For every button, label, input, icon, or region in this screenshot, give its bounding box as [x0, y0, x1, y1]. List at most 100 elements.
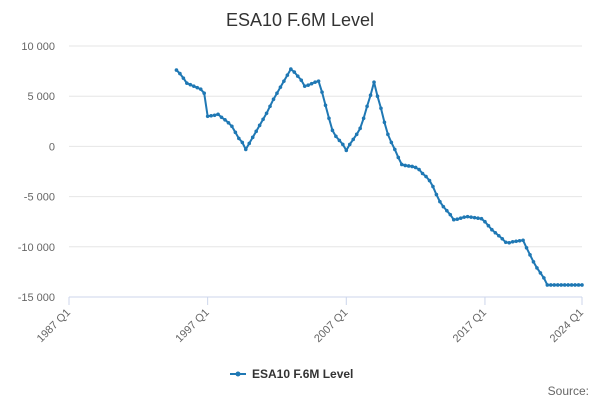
data-point: [341, 142, 345, 147]
data-point: [327, 116, 331, 121]
data-point: [316, 79, 321, 83]
data-point: [403, 163, 408, 168]
gridlines: [69, 45, 582, 248]
data-point: [292, 70, 297, 74]
data-point: [497, 233, 501, 238]
x-tick-label: 1997 Q1: [173, 307, 211, 345]
data-point: [396, 155, 401, 160]
data-point: [365, 104, 369, 109]
data-point: [549, 283, 553, 287]
y-tick-label: 0: [49, 141, 55, 153]
data-point: [268, 104, 272, 109]
data-point: [243, 147, 248, 152]
data-point: [524, 246, 529, 250]
data-point: [510, 239, 515, 244]
data-point: [528, 253, 532, 257]
data-point: [379, 106, 383, 111]
data-point: [493, 230, 498, 235]
data-point: [289, 67, 293, 71]
data-point: [302, 84, 307, 88]
data-point: [576, 283, 581, 287]
data-point: [202, 91, 206, 95]
data-point: [389, 140, 394, 145]
data-point: [503, 240, 508, 245]
data-point: [275, 91, 279, 95]
data-point: [351, 137, 356, 142]
data-point: [299, 78, 304, 82]
data-point: [486, 223, 491, 228]
data-point: [559, 283, 563, 287]
data-point: [434, 192, 439, 197]
data-point: [271, 97, 276, 102]
data-point: [174, 68, 179, 72]
data-point: [382, 120, 387, 125]
data-point: [264, 111, 269, 116]
data-point: [445, 208, 449, 213]
y-tick-label: -10 000: [18, 242, 55, 254]
data-point: [483, 219, 487, 224]
data-point: [278, 85, 283, 89]
data-point: [181, 76, 186, 80]
data-point: [191, 84, 196, 88]
data-point: [535, 266, 539, 270]
data-point: [344, 148, 349, 153]
data-point: [282, 79, 286, 83]
data-point: [552, 283, 557, 287]
data-point: [424, 174, 428, 179]
data-point: [240, 140, 245, 145]
data-point: [372, 80, 376, 84]
data-point: [521, 238, 525, 243]
data-point: [347, 142, 352, 147]
data-point: [427, 178, 432, 183]
data-point: [212, 113, 217, 118]
data-point: [323, 103, 328, 108]
data-point: [417, 167, 421, 172]
data-point: [451, 217, 456, 222]
source-label: Source:: [548, 384, 589, 398]
data-point: [448, 212, 453, 217]
data-point: [368, 93, 373, 97]
data-point: [538, 271, 543, 275]
series-line-layer: [174, 67, 584, 287]
x-tick-label: 2024 Q1: [548, 307, 586, 345]
x-tick-label: 1987 Q1: [35, 307, 73, 345]
data-point: [188, 82, 193, 87]
data-point: [295, 74, 300, 78]
data-point: [254, 129, 258, 134]
data-point: [219, 115, 224, 120]
data-point: [223, 117, 227, 122]
data-point: [507, 240, 512, 245]
data-point: [250, 135, 255, 140]
data-point: [490, 227, 494, 232]
data-point: [438, 199, 442, 204]
data-point: [420, 171, 425, 176]
data-point: [514, 239, 518, 244]
data-point: [580, 283, 584, 287]
data-point: [195, 85, 200, 90]
data-point: [247, 141, 252, 146]
y-tick-label: -15 000: [18, 292, 55, 304]
data-point: [479, 216, 484, 221]
data-point: [178, 71, 182, 76]
data-point: [517, 238, 522, 243]
data-point: [375, 94, 380, 98]
data-point: [555, 283, 560, 287]
data-point: [205, 114, 210, 119]
y-tick-label: -5 000: [24, 192, 55, 204]
series-line: [175, 68, 582, 286]
legend[interactable]: ESA10 F.6M Level: [230, 367, 353, 381]
y-tick-label: 5 000: [27, 91, 55, 103]
data-point: [566, 283, 570, 287]
data-point: [465, 214, 470, 219]
data-point: [216, 112, 220, 117]
data-point: [413, 165, 418, 170]
data-point: [337, 138, 342, 143]
data-point: [334, 134, 338, 139]
legend-label: ESA10 F.6M Level: [252, 367, 353, 381]
data-point: [472, 215, 477, 220]
data-point: [320, 90, 324, 94]
data-point: [462, 215, 466, 219]
data-point: [198, 87, 203, 91]
data-point: [230, 124, 234, 129]
data-point: [313, 80, 317, 84]
